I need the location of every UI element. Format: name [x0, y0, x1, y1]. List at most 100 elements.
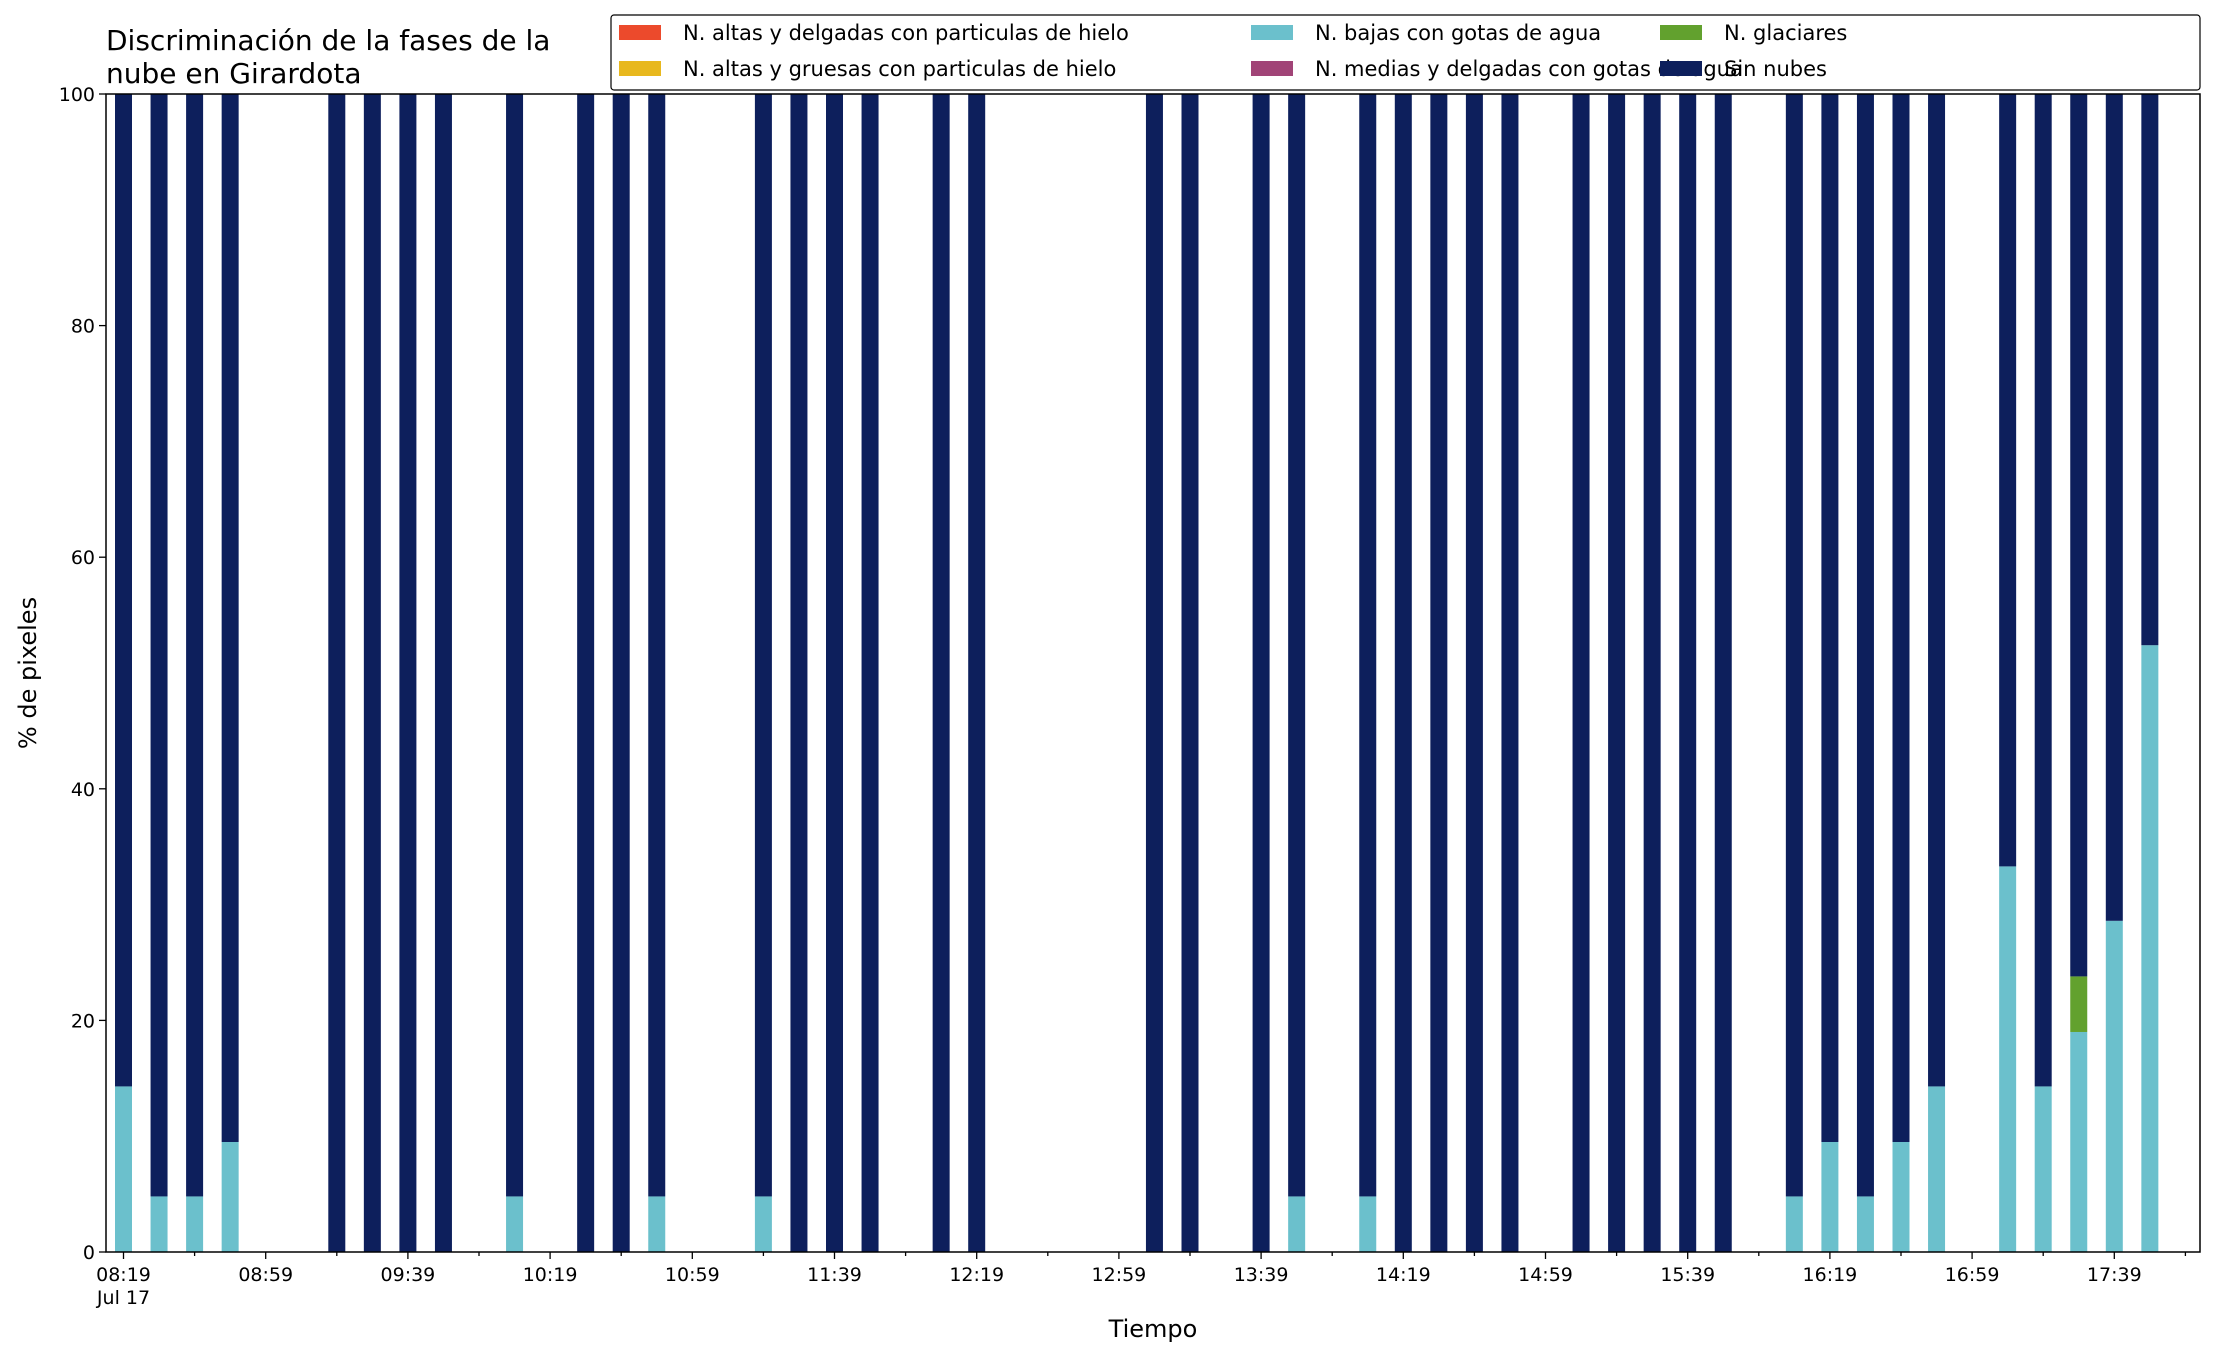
bar-segment-57-s2 [2141, 645, 2159, 1252]
bar-segment-33-s5 [1288, 94, 1306, 1197]
x-tick-label-1: 08:59 [238, 1264, 293, 1286]
bar-segment-49-s5 [1856, 94, 1874, 1197]
chart-title-line-2: nube en Girardota [106, 57, 361, 90]
x-tick-label-5: 11:39 [807, 1264, 862, 1286]
bar-segment-19-s5 [790, 94, 808, 1252]
bar-segment-47-s5 [1785, 94, 1803, 1197]
bar-segment-55-s2 [2070, 1031, 2088, 1252]
bar-segment-3-s2 [221, 1141, 239, 1252]
x-tick-label-13: 16:59 [1945, 1264, 2000, 1286]
bar-segment-11-s2 [506, 1196, 524, 1252]
bar-segment-50-s5 [1892, 94, 1910, 1142]
y-tick-label-3: 60 [71, 547, 95, 569]
bar-segment-6-s5 [328, 94, 346, 1252]
bar-segment-57-s5 [2141, 94, 2159, 646]
y-tick-label-4: 80 [71, 316, 95, 338]
y-tick-label-1: 20 [71, 1010, 95, 1032]
bar-segment-51-s2 [1928, 1086, 1946, 1252]
bar-segment-51-s5 [1928, 94, 1946, 1087]
x-tick-label-4: 10:59 [665, 1264, 720, 1286]
bar-segment-2-s2 [186, 1196, 204, 1252]
bar-segment-35-s2 [1359, 1196, 1377, 1252]
bar-segment-20-s5 [826, 94, 843, 1252]
bar-segment-48-s5 [1821, 94, 1839, 1142]
x-tick-label-10: 14:59 [1518, 1264, 1573, 1286]
bar-segment-14-s5 [612, 94, 630, 1252]
legend-label-5: Sin nubes [1724, 57, 1827, 81]
bar-segment-56-s2 [2105, 920, 2123, 1252]
legend-frame [610, 14, 2201, 91]
bar-segment-35-s5 [1359, 94, 1377, 1197]
bar-segment-45-s5 [1714, 94, 1732, 1252]
bar-segment-15-s5 [648, 94, 666, 1197]
bar-segment-55-s5 [2070, 94, 2088, 977]
x-tick-label-11: 15:39 [1660, 1264, 1715, 1286]
bar-segment-3-s5 [221, 94, 239, 1142]
x-tick-label-9: 14:19 [1376, 1264, 1431, 1286]
bar-segment-0-s2 [115, 1086, 132, 1252]
bar-segment-39-s5 [1501, 94, 1519, 1252]
bar-segment-49-s2 [1856, 1196, 1874, 1252]
bar-segment-55-s4 [2070, 976, 2088, 1032]
legend-swatch-2 [1251, 25, 1293, 40]
y-tick-label-2: 40 [71, 779, 95, 801]
bar-segment-32-s5 [1252, 94, 1270, 1252]
bar-segment-56-s5 [2105, 94, 2123, 921]
bar-segment-36-s5 [1394, 94, 1412, 1252]
bar-segment-1-s5 [150, 94, 168, 1197]
legend-swatch-4 [1660, 25, 1702, 40]
legend-label-2: N. bajas con gotas de agua [1315, 21, 1601, 45]
bar-segment-8-s5 [399, 94, 417, 1252]
bar-segment-50-s2 [1892, 1141, 1910, 1252]
bar-segment-48-s2 [1821, 1141, 1839, 1252]
chart-title-line-1: Discriminación de la fases de la [106, 24, 550, 57]
plot-frame [105, 93, 2201, 1253]
legend-label-0: N. altas y delgadas con particulas de hi… [683, 21, 1129, 45]
x-tick-label-7: 12:59 [1092, 1264, 1147, 1286]
bar-segment-30-s5 [1181, 94, 1199, 1252]
y-tick-label-5: 100 [59, 84, 95, 106]
x-tick-label-2: 09:39 [381, 1264, 436, 1286]
bar-segment-0-s5 [115, 94, 132, 1087]
bar-segment-37-s5 [1430, 94, 1448, 1252]
x-tick-label-6: 12:19 [949, 1264, 1004, 1286]
x-tick-label-0: 08:19 [96, 1264, 151, 1286]
bar-segment-1-s2 [150, 1196, 168, 1252]
bar-segment-33-s2 [1288, 1196, 1306, 1252]
x-date-label: Jul 17 [96, 1287, 150, 1309]
bar-segment-18-s5 [754, 94, 772, 1197]
bar-segment-43-s5 [1643, 94, 1661, 1252]
bar-segment-38-s5 [1465, 94, 1483, 1252]
x-tick-label-12: 16:19 [1803, 1264, 1858, 1286]
x-tick-label-8: 13:39 [1234, 1264, 1289, 1286]
bar-segment-15-s2 [648, 1196, 666, 1252]
y-tick-label-0: 0 [83, 1242, 95, 1264]
bar-segment-23-s5 [932, 94, 950, 1252]
bar-segment-13-s5 [577, 94, 595, 1252]
x-tick-label-14: 17:39 [2087, 1264, 2142, 1286]
bar-segment-29-s5 [1145, 94, 1163, 1252]
legend-swatch-5 [1660, 61, 1702, 76]
bar-segment-53-s2 [1999, 866, 2017, 1252]
x-axis-label: Tiempo [1108, 1315, 1198, 1343]
bar-segment-2-s5 [186, 94, 204, 1197]
bar-segment-44-s5 [1679, 94, 1697, 1252]
bar-segment-9-s5 [434, 94, 452, 1252]
bar-segment-21-s5 [861, 94, 879, 1252]
y-axis-label: % de pixeles [14, 597, 42, 749]
bar-segment-54-s2 [2034, 1086, 2052, 1252]
y-axis: 0 20 40 60 80 100 [59, 84, 106, 1264]
chart-title: Discriminación de la fases de la nube en… [106, 24, 550, 90]
bar-segment-11-s5 [506, 94, 524, 1197]
bar-segment-47-s2 [1785, 1196, 1803, 1252]
legend-label-4: N. glaciares [1724, 21, 1847, 45]
bar-segment-54-s5 [2034, 94, 2052, 1087]
legend-swatch-1 [619, 61, 661, 76]
legend: N. altas y delgadas con particulas de hi… [610, 14, 2201, 91]
bar-segment-18-s2 [754, 1196, 772, 1252]
bar-stack-group [115, 94, 2159, 1252]
legend-swatch-0 [619, 25, 661, 40]
x-tick-label-3: 10:19 [523, 1264, 578, 1286]
legend-swatch-3 [1251, 61, 1293, 76]
